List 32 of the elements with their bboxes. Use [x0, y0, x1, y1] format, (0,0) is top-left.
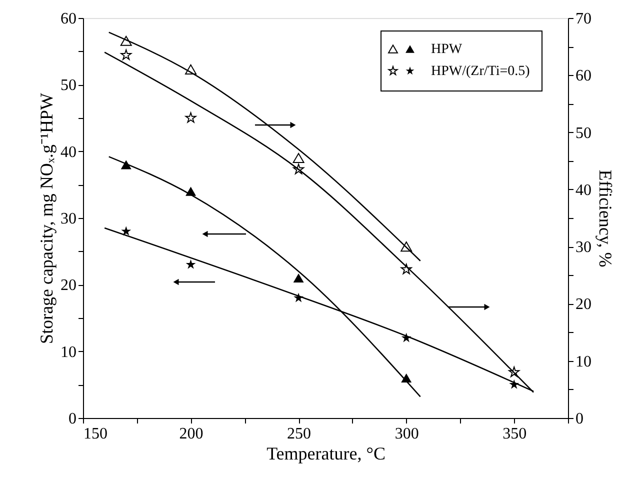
- y-axis-title: Storage capacity, mg NOₓ.g⁻¹HPW: [36, 93, 56, 344]
- y2-tick-label: 70: [576, 10, 592, 28]
- y-tick-label: 10: [60, 344, 76, 361]
- legend-label: HPW/(Zr/Ti=0.5): [431, 64, 530, 79]
- y2-tick-label: 20: [576, 296, 592, 314]
- x-tick-label: 300: [394, 426, 419, 442]
- y2-tick-label: 30: [576, 239, 592, 256]
- x-tick-label: 250: [287, 426, 312, 442]
- y2-tick-label: 50: [576, 124, 592, 142]
- point: [185, 112, 196, 123]
- x-tick-label: 350: [502, 426, 527, 442]
- y2-tick-label: 60: [576, 68, 592, 85]
- x-axis-title: Temperature, °C: [266, 444, 386, 464]
- y-tick-label: 20: [60, 277, 76, 294]
- point: [120, 49, 132, 60]
- x-tick-label: 150: [84, 426, 108, 442]
- point: [292, 152, 304, 164]
- y-tick-label: 0: [68, 410, 76, 428]
- y2-tick-label: 40: [576, 182, 592, 199]
- y2-tick-label: 10: [576, 353, 592, 370]
- y-tick-label: 30: [60, 210, 76, 228]
- x-tick-label: 200: [179, 426, 204, 442]
- point: [121, 226, 132, 236]
- y-tick-label: 60: [60, 10, 76, 28]
- legend-label: HPW: [431, 42, 463, 57]
- y2-tick-label: 0: [576, 410, 584, 428]
- line-series: [108, 32, 421, 262]
- point: [186, 259, 196, 269]
- point: [293, 273, 304, 283]
- y-tick-label: 40: [60, 144, 76, 161]
- y-tick-label: 50: [60, 77, 76, 94]
- y2-axis-title: Efficiency, %: [596, 170, 616, 268]
